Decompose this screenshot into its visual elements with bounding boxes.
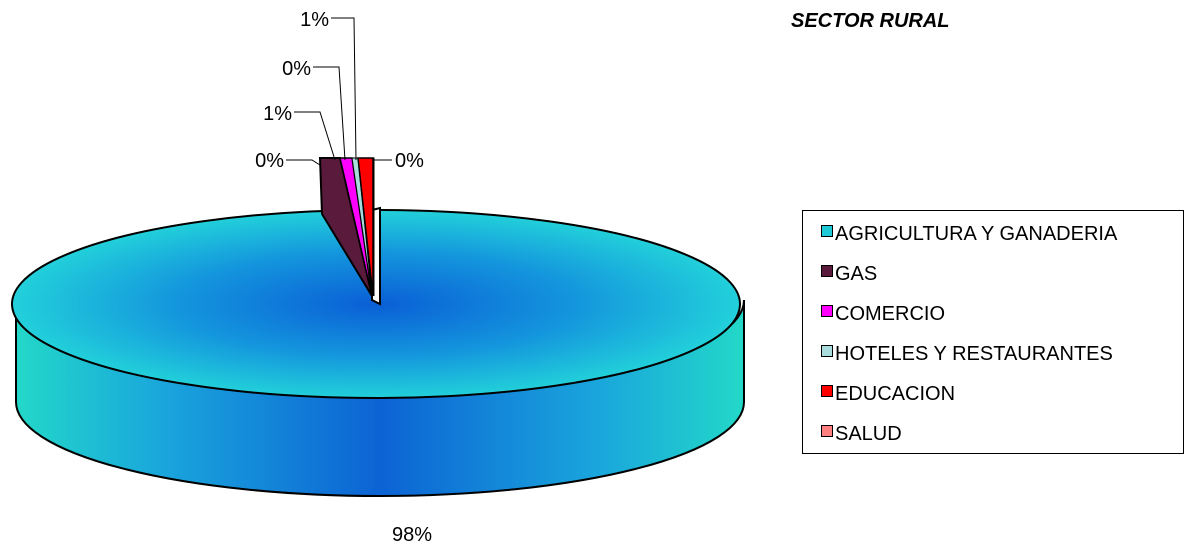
legend: AGRICULTURA Y GANADERIA GAS COMERCIO HOT…: [802, 210, 1184, 454]
leader-hoteles: [313, 66, 346, 161]
label-salud: 0%: [395, 150, 424, 172]
legend-swatch: [821, 385, 833, 397]
legend-swatch: [821, 345, 833, 357]
legend-swatch: [821, 265, 833, 277]
legend-label: GAS: [835, 263, 878, 285]
pie-chart: 98% 0% 1% 0% 1% 0%: [11, 9, 745, 546]
slice-salud: [372, 157, 375, 297]
legend-swatch: [821, 425, 833, 437]
label-comercio: 1%: [263, 103, 292, 125]
chart-title: SECTOR RURAL: [791, 10, 950, 32]
legend-label: AGRICULTURA Y GANADERIA: [835, 223, 1118, 245]
label-hoteles: 0%: [282, 58, 311, 80]
legend-swatch: [821, 305, 833, 317]
slice-agricultura: [11, 208, 741, 399]
legend-label: COMERCIO: [835, 303, 945, 325]
label-gas: 0%: [255, 150, 284, 172]
legend-label: SALUD: [835, 423, 902, 445]
label-educacion: 1%: [300, 9, 329, 31]
leader-educacion: [331, 17, 357, 161]
label-agricultura: 98%: [392, 524, 432, 546]
legend-swatch: [821, 225, 833, 237]
legend-label: HOTELES Y RESTAURANTES: [835, 343, 1113, 365]
legend-label: EDUCACION: [835, 383, 956, 405]
leader-comercio: [294, 111, 336, 161]
leader-gas: [286, 159, 321, 166]
